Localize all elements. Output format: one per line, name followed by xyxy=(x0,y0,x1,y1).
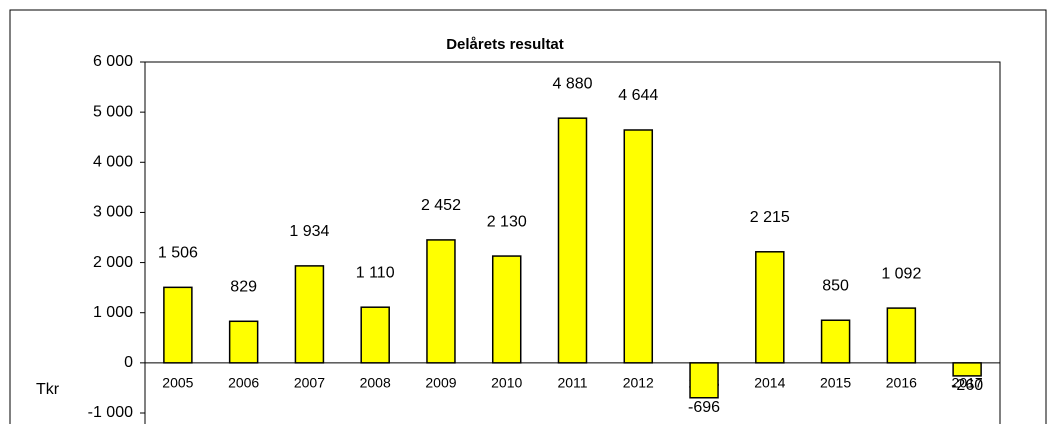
x-tick-label: 2006 xyxy=(228,375,259,391)
x-tick-label: 2010 xyxy=(491,375,522,391)
bar xyxy=(820,319,851,364)
bar xyxy=(886,307,917,364)
value-label: 1 092 xyxy=(881,265,921,282)
value-label: -260 xyxy=(951,377,983,394)
bar xyxy=(557,117,588,364)
bar xyxy=(689,362,719,399)
y-tick-label: 5 000 xyxy=(93,103,133,120)
bar xyxy=(952,362,982,377)
value-label: 829 xyxy=(230,279,257,296)
chart-border xyxy=(9,9,1047,424)
x-tick-label: 2014 xyxy=(754,375,785,391)
y-tick-label: 3 000 xyxy=(93,204,133,221)
value-label: 2 452 xyxy=(421,197,461,214)
value-label: 1 506 xyxy=(158,245,198,262)
y-tick-label: 1 000 xyxy=(93,304,133,321)
bar xyxy=(623,129,654,364)
x-tick-label: 2008 xyxy=(360,375,391,391)
bar xyxy=(755,251,785,364)
bar xyxy=(294,265,325,364)
x-tick-label: 2007 xyxy=(294,375,325,391)
value-label: -696 xyxy=(688,399,720,416)
x-tick-label: 2011 xyxy=(557,375,587,391)
bar xyxy=(228,320,259,364)
bar xyxy=(163,286,193,364)
bar xyxy=(360,306,390,364)
chart-title: Delårets resultat xyxy=(446,36,564,53)
x-tick-label: 2015 xyxy=(820,375,851,391)
y-tick-label: -1 000 xyxy=(88,404,133,421)
y-tick-label: 0 xyxy=(124,354,133,371)
value-label: 1 934 xyxy=(289,223,329,240)
value-label: 2 130 xyxy=(487,213,527,230)
x-tick-label: 2017 xyxy=(952,375,983,391)
bar xyxy=(426,239,456,364)
x-tick-label: 2016 xyxy=(886,375,917,391)
bar xyxy=(491,255,522,364)
value-label: 4 644 xyxy=(618,87,658,104)
value-label: 4 880 xyxy=(552,75,592,92)
value-label: 2 215 xyxy=(750,209,790,226)
y-tick-label: 2 000 xyxy=(93,254,133,271)
value-label: 850 xyxy=(822,277,849,294)
y-tick-label: 4 000 xyxy=(93,154,133,171)
y-axis-label: Tkr xyxy=(36,381,60,398)
x-tick-label: 2005 xyxy=(162,375,193,391)
value-label: 1 110 xyxy=(356,264,395,281)
x-tick-label: 2012 xyxy=(623,375,654,391)
plot-border xyxy=(144,61,1001,424)
y-tick-label: 6 000 xyxy=(93,53,133,70)
x-tick-label: 2009 xyxy=(425,375,456,391)
